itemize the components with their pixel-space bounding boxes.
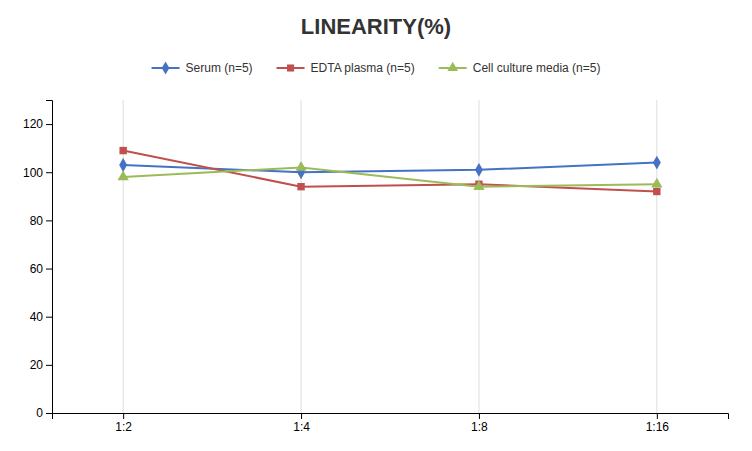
x-tick: 1:4 <box>293 413 310 434</box>
x-tick: 1:16 <box>646 413 670 434</box>
y-tick-label: 120 <box>23 117 43 131</box>
y-tick: 40 <box>30 310 52 324</box>
series-marker <box>473 180 484 190</box>
x-tick-mark <box>479 413 480 419</box>
y-tick: 60 <box>30 262 52 276</box>
legend-label: EDTA plasma (n=5) <box>311 61 415 75</box>
y-tick-mark <box>46 124 52 125</box>
y-tick-label: 100 <box>23 166 43 180</box>
legend-item: Serum (n=5) <box>152 61 253 75</box>
series-line <box>123 151 657 192</box>
x-tick-mark <box>301 413 302 419</box>
y-tick-mark <box>46 365 52 366</box>
legend-item: EDTA plasma (n=5) <box>277 61 415 75</box>
y-tick-label: 60 <box>30 262 44 276</box>
legend-label: Serum (n=5) <box>186 61 253 75</box>
chart: LINEARITY(%) Serum (n=5) EDTA plasma (n=5)… <box>0 0 752 451</box>
series-marker <box>651 178 662 188</box>
x-tick-mark <box>657 413 658 419</box>
legend-item: Cell culture media (n=5) <box>439 61 601 75</box>
series <box>119 147 660 195</box>
legend-marker <box>447 62 458 71</box>
legend: Serum (n=5) EDTA plasma (n=5) Cell culture… <box>152 61 601 75</box>
y-tick-label: 0 <box>36 406 43 420</box>
grid-line <box>656 100 657 413</box>
x-tick: 1:8 <box>471 413 488 434</box>
y-tick-mark <box>46 317 52 318</box>
series-marker <box>119 158 127 172</box>
series-marker <box>295 161 306 171</box>
legend-marker <box>287 64 294 71</box>
y-tick: 20 <box>30 358 52 372</box>
x-axis: 1:2 1:4 1:8 1:16 <box>53 413 729 434</box>
series-marker <box>475 163 483 177</box>
y-tick-mark <box>46 220 52 221</box>
y-tick-mark <box>46 413 52 414</box>
y-tick-mark <box>46 172 52 173</box>
series-marker <box>297 183 304 190</box>
series-marker <box>653 156 661 170</box>
x-tick: 1:2 <box>115 413 132 434</box>
series-line <box>123 167 657 186</box>
y-tick-label: 40 <box>30 310 44 324</box>
x-tick-label: 1:16 <box>646 420 670 434</box>
y-tick: 120 <box>23 117 52 131</box>
series <box>119 156 661 179</box>
y-tick: 100 <box>23 166 52 180</box>
y-tick: 80 <box>30 214 52 228</box>
title: LINEARITY(%) <box>301 14 451 39</box>
x-tick-label: 1:2 <box>115 420 132 434</box>
x-axis-line <box>53 414 729 420</box>
y-axis-line <box>46 101 53 414</box>
y-tick-mark <box>46 269 52 270</box>
y-tick-label: 80 <box>30 214 44 228</box>
series-marker <box>653 188 660 195</box>
x-tick-label: 1:4 <box>293 420 310 434</box>
series-marker <box>119 147 126 154</box>
marks <box>118 147 663 195</box>
y-axis: 0 20 40 60 80 100 120 <box>23 101 53 421</box>
series <box>118 161 663 190</box>
y-tick: 0 <box>36 406 52 420</box>
x-tick-mark <box>123 413 124 419</box>
grid <box>123 100 657 413</box>
x-tick-label: 1:8 <box>471 420 488 434</box>
grid-line <box>478 100 479 413</box>
series-marker <box>118 171 129 181</box>
legend-marker <box>162 61 170 74</box>
plot-area: 1:2 1:4 1:8 1:16 0 20 40 60 80 100 120 <box>23 100 729 434</box>
grid-line <box>301 100 302 413</box>
legend-label: Cell culture media (n=5) <box>473 61 601 75</box>
y-tick-label: 20 <box>30 358 44 372</box>
